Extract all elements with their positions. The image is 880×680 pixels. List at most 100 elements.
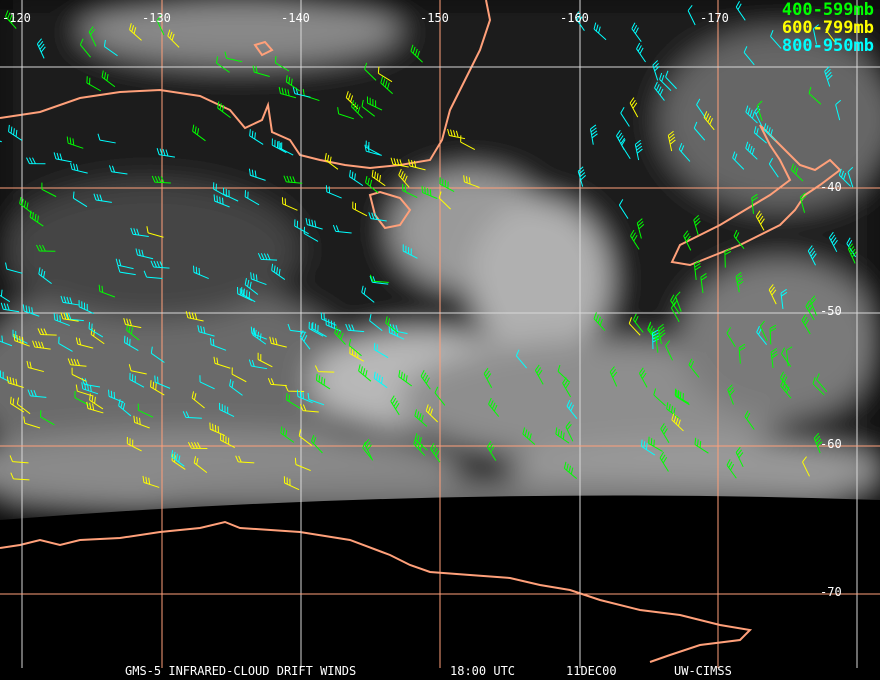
wind-barb <box>126 323 140 341</box>
lon-label: -140 <box>281 11 310 25</box>
wind-barb <box>130 227 149 237</box>
wind-barb <box>366 96 383 111</box>
wind-barb <box>352 201 368 217</box>
wind-barb <box>630 229 640 250</box>
wind-barb <box>675 389 690 406</box>
wind-barb <box>780 347 792 367</box>
wind-barb <box>377 66 393 83</box>
wind-barb <box>629 97 639 118</box>
wind-barb <box>97 133 116 144</box>
wind-barb <box>636 218 645 239</box>
wind-barb <box>118 399 132 417</box>
wind-barb <box>790 163 804 182</box>
wind-barb <box>5 10 17 29</box>
wind-barb <box>694 437 709 454</box>
wind-barb <box>438 191 451 210</box>
wind-barb <box>365 140 381 156</box>
wind-barb <box>38 267 52 285</box>
lon-label: -120 <box>2 11 31 25</box>
wind-barb <box>332 224 352 234</box>
wind-barb <box>616 129 626 151</box>
wind-barb <box>735 446 744 468</box>
wind-barb <box>632 313 644 333</box>
wind-barb <box>768 284 777 305</box>
wind-barb <box>146 226 164 238</box>
wind-barb <box>8 124 23 141</box>
lat-label: -70 <box>820 585 842 599</box>
wind-barb <box>26 157 46 165</box>
wind-barb <box>402 244 418 259</box>
wind-barb <box>150 346 165 363</box>
wind-barb <box>64 312 84 322</box>
wind-barb <box>294 219 309 235</box>
wind-barb <box>305 217 323 230</box>
wind-barb <box>768 157 779 178</box>
wind-barb <box>88 26 97 47</box>
wind-barb <box>763 123 777 141</box>
wind-barb <box>37 328 57 336</box>
wind-barb <box>348 338 362 357</box>
wind-barb <box>325 318 342 332</box>
wind-barb <box>72 191 88 208</box>
wind-barb <box>414 409 428 427</box>
wind-barb <box>753 126 767 144</box>
wind-barb <box>398 369 413 387</box>
wind-barb <box>807 245 817 266</box>
wind-barb <box>665 340 673 361</box>
wind-barb <box>197 325 215 337</box>
wind-barb <box>67 358 87 367</box>
wind-barb <box>463 175 480 188</box>
wind-barb <box>250 326 267 340</box>
wind-barb <box>371 169 386 187</box>
wind-barb <box>223 187 239 202</box>
wind-barb <box>590 124 598 145</box>
wind-barb <box>209 337 227 351</box>
wind-barb <box>534 364 544 385</box>
wind-barb <box>678 143 691 162</box>
wind-barb <box>647 321 660 341</box>
wind-barb <box>700 273 708 294</box>
wind-barb <box>248 359 268 370</box>
wind-barb <box>751 193 758 214</box>
wind-barb <box>726 327 736 348</box>
wind-barb <box>460 135 476 151</box>
wind-barb <box>86 401 104 414</box>
wind-barb <box>250 272 267 286</box>
wind-barb <box>248 168 266 181</box>
wind-barb <box>224 51 243 63</box>
wind-barb <box>271 138 287 154</box>
wind-barb <box>244 190 260 206</box>
wind-barb <box>285 75 300 92</box>
wind-barb <box>13 333 30 347</box>
wind-barb <box>269 336 287 348</box>
wind-barb <box>39 410 55 426</box>
wind-barb <box>314 365 335 373</box>
wind-barb <box>373 371 388 389</box>
wind-barb <box>425 404 439 423</box>
wind-barb <box>373 342 389 359</box>
wind-barb <box>369 274 389 283</box>
wind-barb <box>385 316 399 334</box>
wind-barb <box>566 399 578 419</box>
lon-label: -170 <box>700 11 729 25</box>
wind-barb <box>696 98 706 119</box>
wind-barb <box>182 411 202 419</box>
wind-barb <box>280 426 295 443</box>
wind-barb <box>735 0 746 21</box>
wind-barb <box>325 185 342 199</box>
wind-barb <box>278 141 294 156</box>
wind-barb <box>648 436 663 452</box>
wind-barb <box>780 288 788 309</box>
wind-barb <box>156 14 165 36</box>
wind-barb <box>154 375 171 389</box>
wind-barb <box>660 423 670 444</box>
wind-barb <box>693 121 706 141</box>
wind-barb <box>156 148 175 158</box>
wind-barb <box>847 243 857 264</box>
wind-barb <box>670 294 680 315</box>
wind-barb <box>732 151 745 170</box>
wind-barb <box>693 260 701 281</box>
wind-barb <box>683 230 692 251</box>
wind-barb <box>209 422 226 437</box>
wind-barb <box>26 360 44 373</box>
